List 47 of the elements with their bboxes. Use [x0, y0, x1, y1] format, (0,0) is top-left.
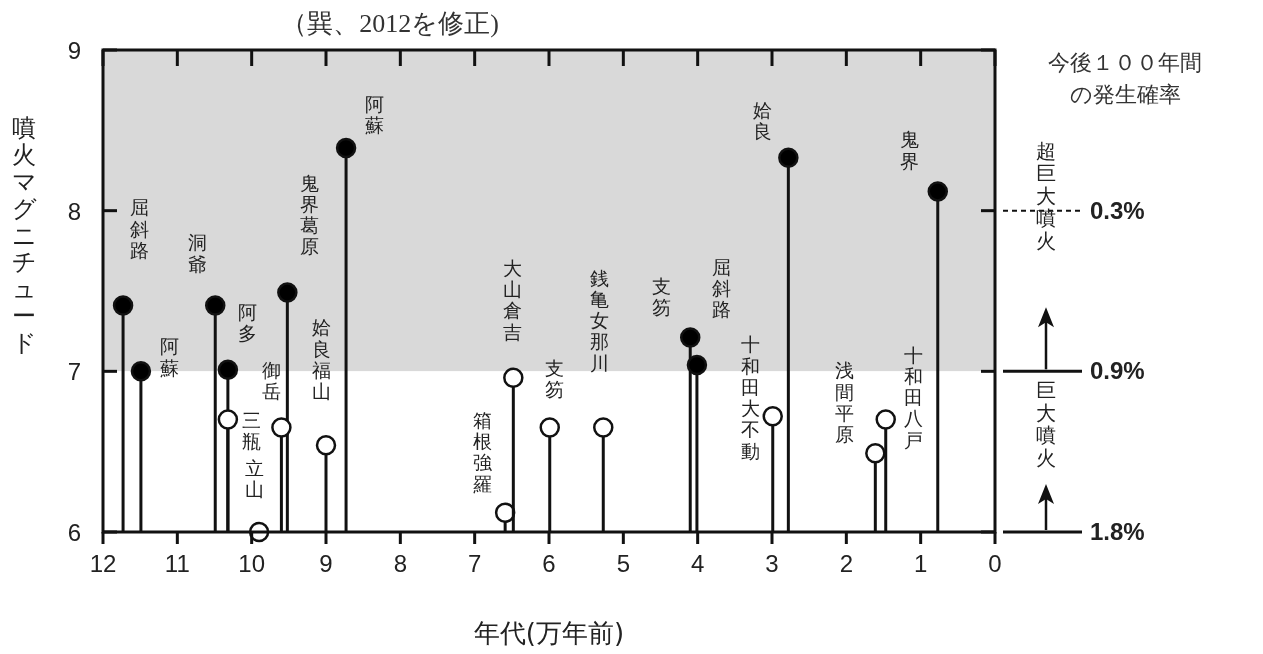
- annotation: 三瓶: [241, 408, 261, 452]
- y-tick-label: 9: [67, 37, 81, 64]
- annotation: 阿多: [237, 300, 257, 345]
- annotation: 姶良: [753, 98, 773, 142]
- text: 0.3%: [1090, 196, 1145, 224]
- annotation: 銭亀女那川: [590, 266, 610, 374]
- x-tick-label: 11: [164, 550, 190, 577]
- y-tick-label: 6: [67, 519, 81, 546]
- y-tick-label: 7: [67, 358, 81, 386]
- x-tick-label: 5: [616, 550, 631, 577]
- x-tick-label: 8: [393, 550, 408, 577]
- annotation: 浅間平原: [835, 359, 855, 446]
- annotation: 洞爺: [188, 231, 208, 275]
- annotation: 阿蘇: [365, 93, 385, 137]
- annotation: 屈斜路: [711, 255, 731, 321]
- y-tick-label: 8: [67, 197, 81, 225]
- text: 0.9%: [1090, 357, 1145, 385]
- x-tick-label: 9: [319, 550, 333, 577]
- annotation: 姶良福山: [312, 316, 331, 403]
- annotation: 十和田八戸: [903, 343, 923, 451]
- annotation: 御岳: [262, 358, 282, 402]
- x-tick-label: 2: [839, 550, 854, 577]
- x-tick-label: 0: [988, 550, 1002, 577]
- text: 噴火マグニチュード: [11, 114, 37, 358]
- band-label: 超巨大噴火: [1036, 139, 1056, 253]
- annotation: 鬼界葛原: [300, 171, 320, 258]
- annotation: 鬼界: [899, 128, 919, 172]
- x-tick-label: 6: [542, 550, 556, 577]
- text: 今後１００年間の発生確率: [1048, 50, 1202, 107]
- annotation: 十和田大不動: [740, 333, 760, 462]
- annotation: 阿蘇: [159, 335, 179, 379]
- x-tick-label: 12: [89, 550, 117, 577]
- annotation: 大山倉吉: [503, 256, 523, 343]
- annotation: 屈斜路: [130, 196, 150, 262]
- x-tick-label: 10: [238, 550, 266, 577]
- x-tick-label: 3: [765, 550, 779, 577]
- text: 1.8%: [1090, 518, 1145, 545]
- annotation: 支笏: [652, 274, 672, 318]
- band-label: 巨大噴火: [1036, 378, 1056, 470]
- x-tick-label: 7: [467, 550, 482, 577]
- chart-title: （巽、2012を修正): [281, 9, 499, 38]
- annotation: 支笏: [544, 356, 564, 400]
- x-tick-label: 4: [690, 550, 705, 577]
- annotation: 立山: [245, 457, 265, 501]
- annotation: 箱根強羅: [473, 408, 493, 495]
- x-axis-title: 年代(万年前): [473, 618, 625, 648]
- x-tick-label: 1: [913, 550, 928, 577]
